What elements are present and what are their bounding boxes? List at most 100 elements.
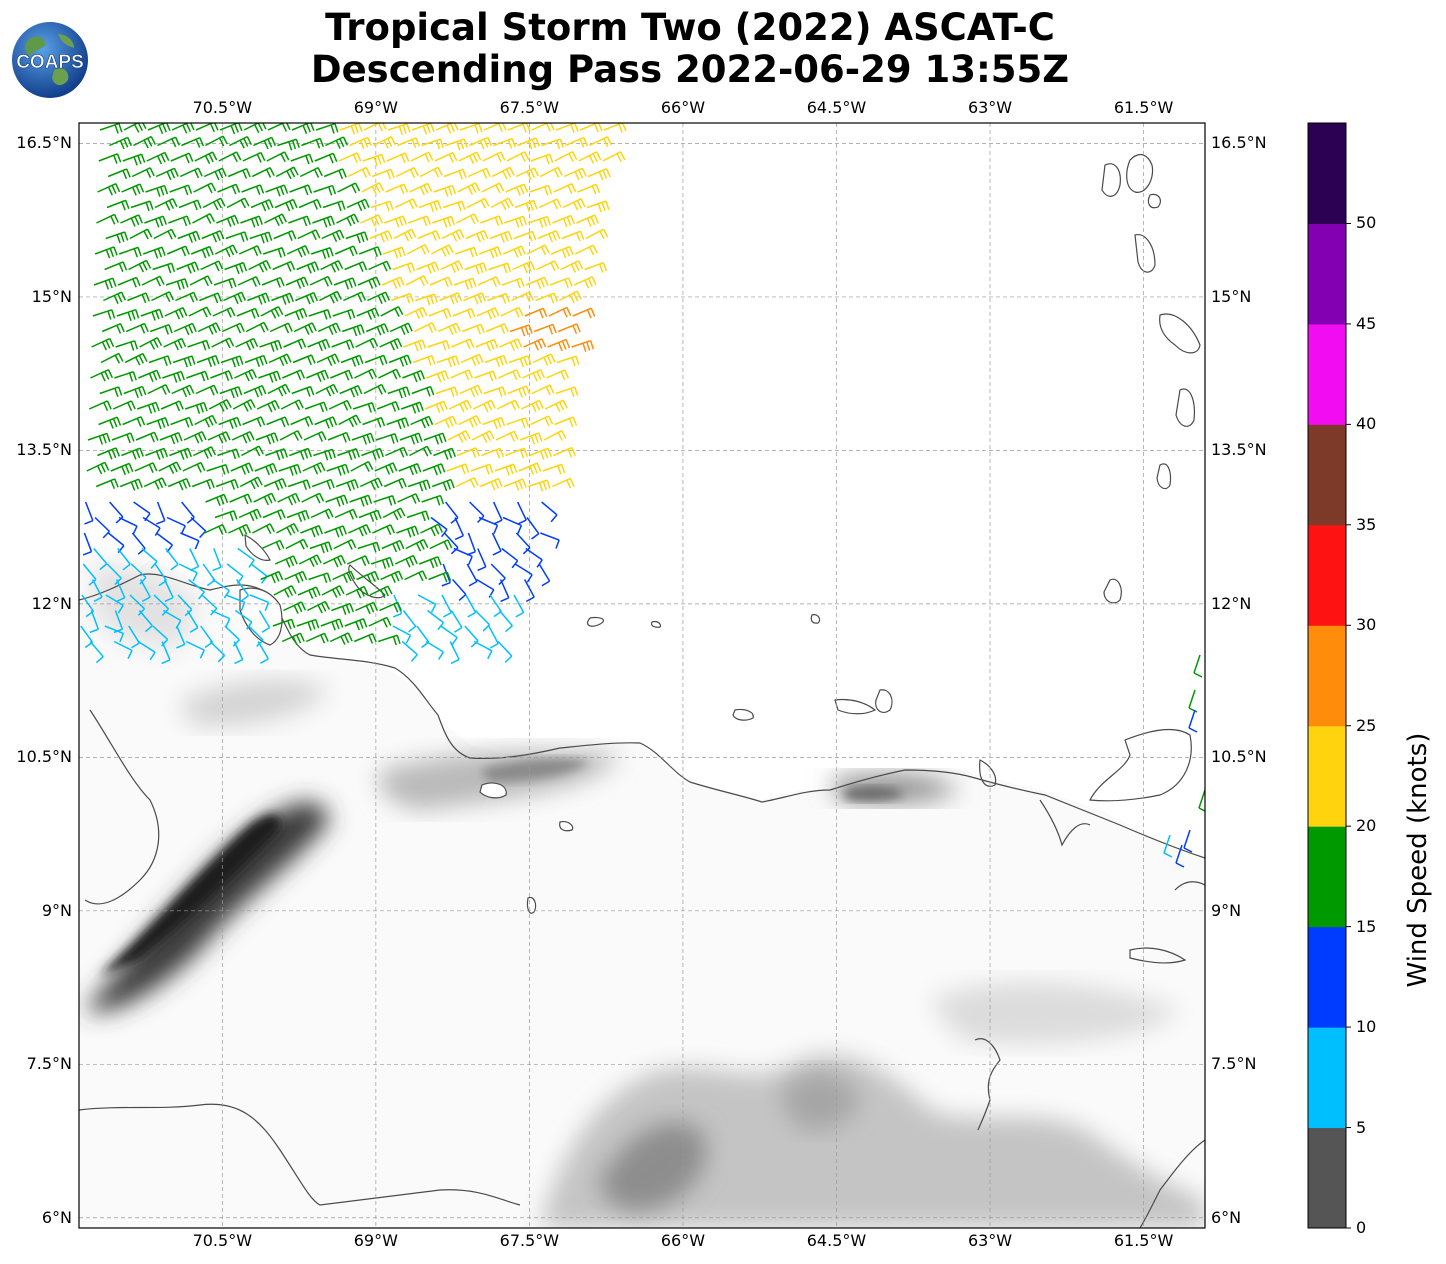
terrain-land — [79, 560, 1205, 1228]
wind-barb — [218, 416, 242, 429]
wind-barb — [425, 640, 444, 660]
wind-barb — [490, 197, 514, 211]
wind-barb — [115, 579, 126, 603]
wind-barb — [399, 432, 423, 445]
wind-barb — [518, 462, 542, 475]
wind-barb — [332, 308, 356, 320]
wind-barb — [252, 523, 275, 535]
wind-barb — [334, 508, 358, 520]
wind-barb — [553, 446, 577, 458]
wind-barb — [156, 501, 166, 525]
wind-barb — [101, 322, 125, 334]
wind-barb — [535, 292, 559, 304]
wind-barb — [416, 261, 440, 274]
wind-barb — [121, 183, 145, 196]
wind-barb — [229, 493, 253, 505]
wind-barb — [571, 339, 595, 352]
wind-barb — [1188, 689, 1198, 713]
wind-barb — [528, 215, 551, 228]
wind-barb — [89, 610, 100, 634]
wind-barb — [547, 338, 571, 352]
wind-barb — [147, 384, 171, 395]
wind-barb — [351, 432, 375, 445]
wind-barb — [142, 516, 161, 537]
wind-barb — [555, 123, 579, 134]
lon-tick-bottom-5: 63°W — [967, 1231, 1013, 1250]
wind-barb — [573, 276, 597, 289]
wind-barb — [508, 355, 532, 368]
wind-barb — [242, 151, 266, 163]
wind-barb — [300, 524, 324, 538]
wind-barb — [432, 215, 455, 228]
colorbar-label-45: 45 — [1356, 313, 1377, 333]
wind-barb — [368, 260, 392, 272]
colorbar-segment — [1308, 625, 1346, 727]
colorbar-label-50: 50 — [1356, 213, 1377, 233]
wind-barb — [502, 245, 526, 258]
wind-barb — [505, 447, 528, 459]
wind-barb — [320, 259, 344, 273]
wind-barb — [576, 214, 600, 227]
wind-barb — [277, 492, 301, 506]
wind-barb — [445, 501, 459, 524]
wind-barb — [245, 321, 269, 333]
wind-barb — [212, 548, 222, 572]
wind-barb — [281, 632, 305, 646]
wind-barb — [503, 478, 527, 491]
wind-barb — [421, 494, 445, 506]
wind-barb — [249, 594, 270, 612]
wind-barb — [397, 137, 421, 149]
wind-barb — [552, 214, 576, 228]
wind-barb — [99, 123, 123, 134]
wind-barb — [574, 244, 598, 256]
wind-barb — [562, 198, 586, 211]
wind-barb — [120, 214, 144, 227]
wind-barb — [449, 641, 460, 665]
wind-barb — [266, 416, 290, 428]
wind-barb — [372, 524, 396, 535]
wind-barb — [216, 214, 240, 228]
wind-barb — [409, 182, 433, 196]
wind-barb — [205, 493, 229, 507]
wind-barb — [288, 215, 311, 227]
wind-barb — [424, 400, 448, 413]
wind-barb — [428, 307, 452, 319]
wind-barb — [186, 370, 209, 382]
wind-barb — [202, 197, 226, 211]
wind-barb — [471, 430, 495, 443]
colorbar-segment — [1308, 123, 1346, 224]
colorbar-title: Wind Speed (knots) — [1403, 732, 1433, 988]
wind-barb — [348, 523, 372, 537]
wind-barb — [560, 260, 584, 273]
wind-barb — [365, 323, 389, 336]
wind-barb — [207, 431, 231, 444]
wind-barb — [602, 151, 626, 163]
wind-barb — [111, 432, 135, 444]
wind-barb — [169, 184, 193, 196]
wind-barb — [557, 323, 581, 335]
wind-barb — [513, 594, 525, 618]
wind-barb — [384, 215, 407, 228]
wind-barb — [297, 586, 321, 599]
wind-barb — [239, 476, 263, 490]
wind-barb — [176, 261, 200, 274]
grid-lines — [79, 123, 1205, 1228]
wind-barb — [543, 430, 567, 441]
wind-barb — [477, 548, 487, 572]
wind-barb — [525, 276, 549, 290]
wind-barb — [82, 563, 97, 586]
wind-barb — [406, 243, 430, 255]
wind-barb — [280, 399, 304, 411]
wind-barb — [371, 168, 395, 180]
wind-barb — [392, 625, 412, 644]
wind-barb — [378, 368, 402, 380]
wind-barb — [458, 415, 482, 428]
wind-barb — [235, 337, 259, 351]
wind-barb — [396, 525, 419, 538]
wind-barb — [221, 322, 245, 334]
wind-barb — [131, 167, 155, 179]
wind-barb — [308, 572, 332, 584]
map-area — [79, 123, 1205, 1228]
wind-barb — [464, 262, 488, 275]
wind-barb — [91, 579, 103, 603]
